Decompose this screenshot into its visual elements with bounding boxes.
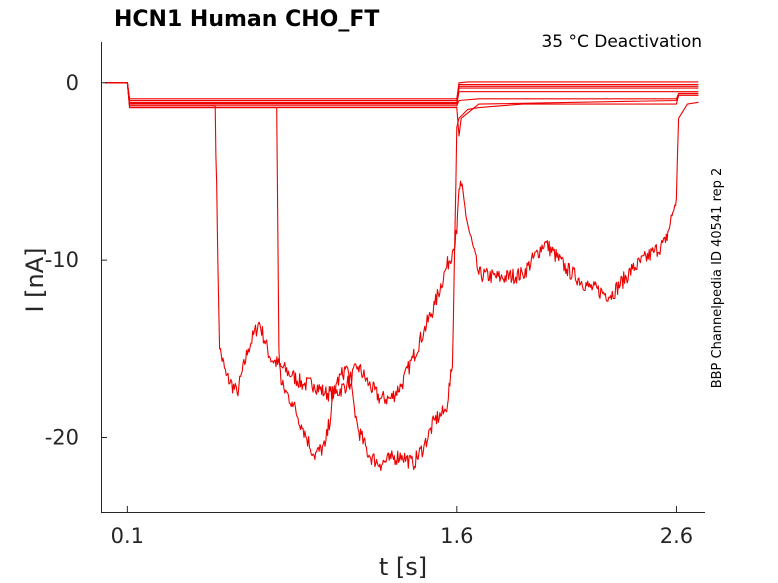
ticks: 0.1 1.6 2.6 0 -10 -20 [45, 71, 693, 548]
y-tick-label: 0 [66, 71, 79, 95]
current-trace-3 [105, 82, 699, 103]
current-trace-9 [105, 82, 699, 472]
y-tick-label: -10 [45, 248, 79, 272]
chart-subtitle: 35 °C Deactivation [541, 32, 702, 52]
x-tick-label: 1.6 [440, 524, 473, 548]
axes [101, 42, 705, 513]
chart-title: HCN1 Human CHO_FT [114, 7, 379, 32]
y-tick-label: -20 [45, 426, 79, 450]
current-trace-8 [105, 82, 699, 405]
current-trace-7 [105, 82, 699, 137]
x-tick-label: 2.6 [660, 524, 693, 548]
x-tick-label: 0.1 [111, 524, 144, 548]
y-axis-label: I [nA] [21, 247, 49, 312]
traces [105, 81, 699, 472]
x-axis-label: t [s] [379, 553, 427, 581]
source-label: BBP Channelpedia ID 40541 rep 2 [710, 168, 725, 389]
